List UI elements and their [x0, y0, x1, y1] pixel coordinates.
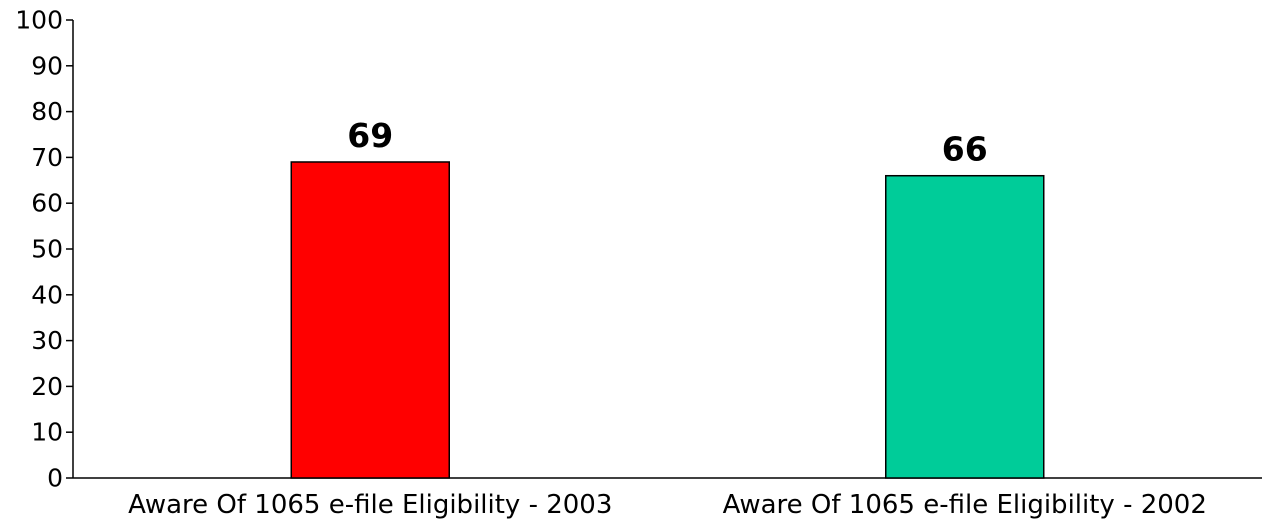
y-tick-label: 20 [31, 372, 63, 401]
bar [885, 174, 1045, 479]
y-tick-label: 10 [31, 418, 63, 447]
bar-value-label: 66 [942, 130, 988, 169]
bar-value-label: 69 [347, 116, 393, 155]
y-tick-label: 50 [31, 235, 63, 264]
x-axis: Aware Of 1065 e-file Eligibility - 2003 A… [73, 477, 1262, 520]
y-tick-label: 30 [31, 326, 63, 355]
y-tick-label: 0 [47, 464, 63, 493]
x-category-label: Aware Of 1065 e-file Eligibility - 2003 [128, 490, 612, 520]
y-tick-label: 60 [31, 189, 63, 218]
y-tick-label: 80 [31, 97, 63, 126]
y-tick-label: 90 [31, 51, 63, 80]
y-axis: 0 10 20 30 40 50 60 70 80 90 100 [15, 6, 74, 493]
bars [290, 161, 1045, 479]
y-tick-label: 70 [31, 143, 63, 172]
data-labels: 69 66 [347, 116, 987, 169]
bar [290, 161, 450, 479]
y-tick-label: 100 [15, 6, 63, 35]
x-category-label: Aware Of 1065 e-file Eligibility - 2002 [723, 490, 1207, 520]
y-tick-label: 40 [31, 280, 63, 309]
